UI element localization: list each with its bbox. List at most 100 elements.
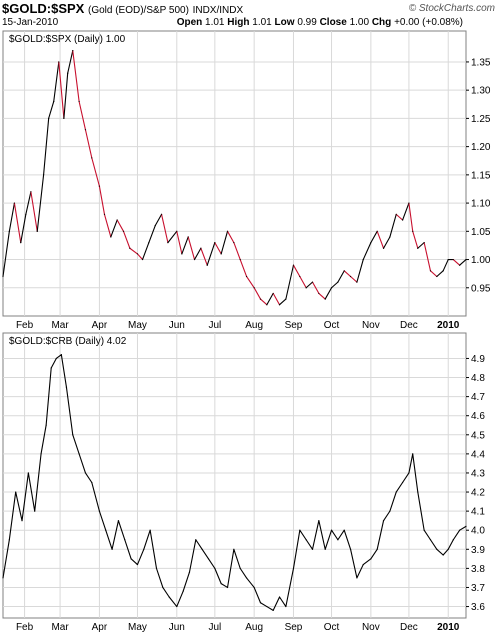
spx-data-point — [122, 230, 125, 232]
spx-data-point — [58, 61, 60, 63]
spx-data-point — [370, 242, 372, 244]
spx-series-segment — [395, 213, 404, 221]
open-label: Open — [176, 17, 203, 28]
spx-data-point — [116, 219, 118, 221]
crb-data-point — [285, 605, 287, 608]
crb-data-point — [401, 481, 404, 484]
crb-data-point — [111, 548, 113, 550]
spx-series-segment — [285, 264, 295, 300]
crb-data-point — [459, 529, 461, 531]
crb-data-point — [21, 520, 23, 522]
high-label: High — [227, 17, 250, 28]
crb-data-point — [408, 472, 410, 474]
spx-data-point — [42, 174, 45, 176]
crb-ytick-label: 4.5 — [471, 430, 485, 441]
crb-data-point — [143, 548, 145, 550]
crb-ytick-label: 4.0 — [471, 526, 485, 537]
crb-data-point — [436, 548, 438, 550]
spx-data-point — [382, 247, 385, 249]
crb-data-point — [349, 548, 352, 550]
spx-series-segment — [337, 270, 345, 283]
spx-data-point — [103, 213, 106, 215]
spx-series-segment — [389, 213, 397, 238]
quote-date: 15-Jan-2010 — [2, 17, 59, 28]
spx-xtick-label: Apr — [92, 320, 108, 331]
spx-data-point — [401, 219, 404, 221]
low-label: Low — [274, 17, 295, 28]
crb-data-point — [389, 510, 391, 512]
crb-data-point — [245, 577, 248, 579]
spx-data-point — [389, 236, 391, 238]
spx-xtick-label: Aug — [245, 320, 263, 331]
spx-data-point — [25, 213, 27, 215]
low-value: 0.99 — [297, 17, 317, 28]
spx-legend: $GOLD:$SPX (Daily) 1.00 — [9, 34, 126, 45]
spx-data-point — [220, 253, 222, 255]
stockcharts-credit[interactable]: © StockCharts.com — [409, 3, 495, 14]
crb-data-point — [55, 357, 57, 360]
spx-ytick-label: 1.10 — [471, 199, 491, 210]
spx-ytick-label: 1.30 — [471, 86, 491, 97]
crb-data-point — [278, 596, 281, 598]
crb-data-point — [40, 453, 42, 455]
spx-series-segment — [266, 292, 274, 306]
crb-data-point — [442, 554, 444, 556]
spx-series-segment — [2, 230, 10, 278]
spx-series-segment — [362, 242, 372, 261]
crb-xtick-label: Nov — [362, 622, 380, 633]
spx-data-point — [98, 185, 101, 187]
spx-series-segment — [13, 202, 22, 244]
spx-data-point — [465, 258, 467, 261]
spx-ytick-label: 1.35 — [471, 57, 491, 68]
crb-data-point — [8, 539, 10, 541]
spx-series-segment — [136, 253, 144, 261]
spx-data-point — [30, 191, 32, 193]
crb-xtick-label: Apr — [92, 622, 108, 633]
crb-data-point — [292, 567, 295, 569]
spx-data-point — [91, 157, 93, 159]
crb-data-point — [201, 548, 203, 550]
crb-data-point — [162, 586, 164, 589]
chg-value: +0.00 (+0.08%) — [394, 17, 463, 28]
crb-data-point — [266, 605, 268, 608]
crb-xtick-label: May — [128, 622, 147, 633]
spx-xtick-label: Jul — [208, 320, 221, 331]
spx-series-segment — [402, 202, 410, 221]
spx-series-segment — [324, 287, 333, 300]
spx-xtick-label: Dec — [400, 320, 418, 331]
ohlc-readout: Open 1.01 High 1.01 Low 0.99 Close 1.00 … — [177, 17, 463, 28]
crb-xtick-label: 2010 — [437, 622, 460, 633]
gold-crb-panel: 3.6 3.7 3.8 3.9 4.0 4.1 4.2 4.3 4.4 4.5 4.6 4.7 4.8 4… — [2, 332, 485, 633]
spx-data-point — [356, 281, 358, 283]
crb-xtick-label: Jul — [208, 622, 221, 633]
crb-data-point — [233, 548, 235, 550]
spx-plot-frame — [2, 30, 467, 317]
crb-data-point — [124, 539, 126, 541]
crb-xtick-label: Feb — [16, 622, 34, 633]
crb-data-point — [155, 567, 158, 569]
spx-series-segment — [25, 191, 32, 215]
crb-data-point — [78, 453, 80, 455]
spx-data-point — [330, 287, 333, 289]
spx-data-point — [278, 304, 281, 306]
spx-series-segment — [187, 236, 196, 261]
crb-ytick-label: 4.3 — [471, 468, 485, 479]
spx-data-point — [423, 242, 425, 244]
spx-series-segment — [72, 50, 80, 103]
spx-data-point — [233, 242, 235, 244]
close-label: Close — [319, 17, 347, 28]
spx-data-point — [214, 242, 216, 244]
crb-data-point — [2, 577, 4, 579]
crb-data-point — [465, 525, 467, 527]
spx-data-point — [343, 270, 345, 272]
spx-series-segment — [8, 202, 15, 232]
spx-data-point — [337, 281, 339, 283]
spx-data-point — [253, 287, 255, 289]
crb-ytick-label: 4.9 — [471, 354, 485, 365]
spx-data-point — [193, 258, 196, 261]
spx-data-point — [136, 253, 139, 255]
spx-series-segment — [376, 230, 385, 249]
spx-data-point — [129, 247, 131, 249]
spx-series-segment — [141, 242, 150, 261]
